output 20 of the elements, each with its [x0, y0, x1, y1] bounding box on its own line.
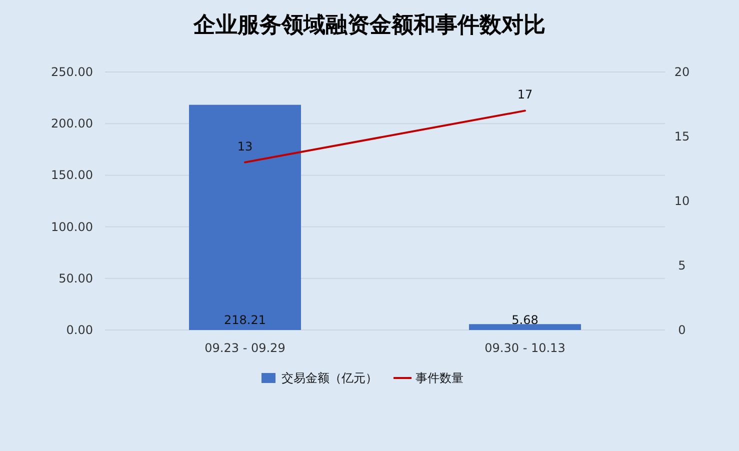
- data-label: 218.21: [224, 313, 266, 327]
- y2-tick-label: 20: [674, 65, 690, 79]
- y2-tick-label: 0: [678, 323, 686, 337]
- y2-tick-label: 15: [674, 130, 690, 144]
- y2-tick-label: 10: [674, 194, 690, 208]
- x-tick-label: 09.30 - 10.13: [484, 341, 566, 355]
- data-label: 17: [517, 88, 533, 102]
- y-tick-label: 250.00: [51, 65, 93, 79]
- data-label: 5.68: [512, 313, 538, 327]
- y-tick-label: 200.00: [51, 116, 93, 131]
- y2-tick-label: 5: [678, 258, 686, 272]
- legend-label: 交易金额（亿元）: [282, 371, 378, 385]
- y-tick-label: 100.00: [51, 220, 93, 234]
- y-tick-label: 0.00: [66, 323, 93, 337]
- chart-title: 企业服务领域融资金额和事件数对比: [192, 12, 546, 38]
- data-label: 13: [237, 139, 253, 154]
- y-tick-label: 150.00: [51, 168, 93, 182]
- y-tick-label: 50.00: [58, 271, 93, 286]
- legend-label: 事件数量: [416, 371, 464, 385]
- x-tick-label: 09.23 - 09.29: [204, 341, 286, 355]
